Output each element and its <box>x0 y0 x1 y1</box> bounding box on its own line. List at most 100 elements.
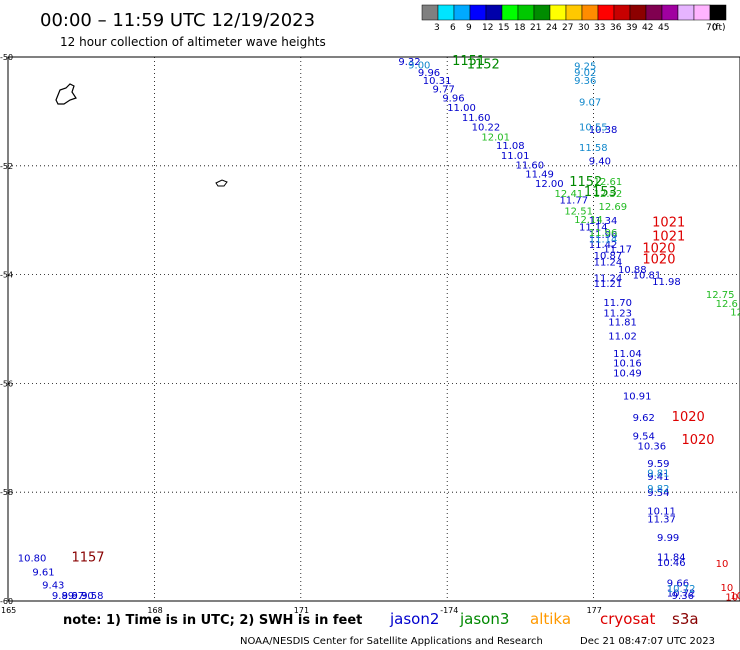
wave-height-label: 9.02 <box>574 68 596 79</box>
wave-height-label: 11.21 <box>594 279 623 290</box>
island-shapes <box>55 83 228 187</box>
wave-height-label: 11.04 <box>613 349 642 360</box>
colorbar-tick-label: 45 <box>658 23 669 33</box>
wave-height-label: 11.23 <box>603 309 632 320</box>
grid <box>8 57 740 601</box>
legend-cryosat: cryosat <box>600 610 655 628</box>
wave-height-label: 9.54 <box>647 488 669 499</box>
wave-height-label: 9.66 <box>667 579 689 590</box>
wave-height-label: 9.58 <box>81 591 103 602</box>
footer: note: 1) Time is in UTC; 2) SWH is in fe… <box>63 610 715 647</box>
colorbar-tick-label: 21 <box>530 23 541 33</box>
wave-height-label: 1020 <box>681 433 714 448</box>
wave-height-label: 10.72 <box>667 584 696 595</box>
colorbar-tick-label: 30 <box>578 23 590 33</box>
axis-ticks: 165 168 171 -174 177 -50 -52 -54 -56 -58 -60 <box>0 53 602 615</box>
wave-height-label: 11.02 <box>608 332 637 343</box>
colorbar-swatch <box>565 4 583 21</box>
footer-note: note: 1) Time is in UTC; 2) SWH is in fe… <box>63 613 362 628</box>
wave-height-label: 9.41 <box>647 472 669 483</box>
colorbar-tick-label: 42 <box>642 23 653 33</box>
wave-height-label: 11.17 <box>603 244 632 255</box>
colorbar-swatch <box>437 4 455 21</box>
wave-height-label: 9.43 <box>42 581 64 592</box>
colorbar-swatch <box>581 4 599 21</box>
wave-height-label: 11.70 <box>603 298 632 309</box>
wave-height-label: 9.96 <box>442 93 464 104</box>
y-tick-label: -50 <box>0 53 13 62</box>
wave-height-label: 11.00 <box>447 103 476 114</box>
wave-height-label: 9.89 <box>52 591 74 602</box>
footer-timestamp: Dec 21 08:47:07 UTC 2023 <box>580 636 715 647</box>
wave-height-label: 1157 <box>71 550 104 565</box>
colorbar-swatch <box>421 4 439 21</box>
wave-height-label: 1151 <box>452 54 485 69</box>
colorbar-swatch <box>501 4 519 21</box>
colorbar-swatch <box>597 4 615 21</box>
wave-height-label: 10.11 <box>647 507 676 518</box>
wave-height-label: 10.38 <box>589 125 618 136</box>
colorbar-swatch <box>549 4 567 21</box>
wave-height-label: 9.54 <box>633 432 655 443</box>
x-tick-label: 177 <box>587 606 602 615</box>
wave-height-label: 9.81 <box>647 469 669 480</box>
wave-height-label: 9.40 <box>589 156 611 167</box>
wave-height-label: 11.98 <box>652 277 681 288</box>
wave-height-label: 10.49 <box>613 369 642 380</box>
wave-height-label: 12.14 <box>574 215 603 226</box>
wave-height-label: 11.84 <box>657 552 686 563</box>
island-auckland-icon <box>55 83 77 105</box>
wave-height-label: 1021 <box>652 230 685 245</box>
y-tick-label: -60 <box>0 597 13 606</box>
wave-height-label: 12.61 <box>594 177 623 188</box>
colorbar-swatch <box>469 4 487 21</box>
colorbar-tick-label: 33 <box>594 23 605 33</box>
x-tick-label: 168 <box>147 606 162 615</box>
wave-height-label: 1152 <box>569 175 602 190</box>
wave-height-label: 11.01 <box>501 151 530 162</box>
colorbar-swatch <box>709 4 727 21</box>
wave-height-label: 11.42 <box>589 240 618 251</box>
wave-height-label: 11.34 <box>589 216 618 227</box>
wave-height-label: 11.49 <box>525 169 554 180</box>
wave-height-label: 1020 <box>642 241 675 256</box>
colorbar-swatch <box>677 4 695 21</box>
wave-height-label: 12.01 <box>481 132 510 143</box>
colorbar-tick-label: 6 <box>450 23 456 33</box>
wave-height-label: 10 <box>725 593 738 604</box>
wave-height-label: 10.88 <box>618 265 647 276</box>
wave-height-label: 1021 <box>652 215 685 230</box>
colorbar: 3 6 9 12 15 18 21 24 27 30 33 36 39 42 45 70 <box>421 4 727 33</box>
colorbar-swatch <box>629 4 647 21</box>
colorbar-unit: (ft) <box>712 23 726 33</box>
wave-height-label: 11.81 <box>608 317 637 328</box>
colorbar-tick-label: 24 <box>546 23 558 33</box>
wave-height-label: 10 <box>716 559 729 570</box>
wave-height-label: 12.69 <box>598 202 627 213</box>
wave-height-label: 10.31 <box>423 76 452 87</box>
wave-height-label: 12.51 <box>564 206 593 217</box>
wave-height-label: 11.37 <box>647 514 676 525</box>
wave-height-label: 9.82 <box>647 484 669 495</box>
wave-height-label: 9.67 <box>62 591 84 602</box>
wave-height-label: 12.52 <box>594 189 623 200</box>
wave-height-label: 9.00 <box>408 61 430 72</box>
colorbar-tick-label: 18 <box>514 23 526 33</box>
wave-height-label: 1020 <box>672 410 705 425</box>
colorbar-tick-label: 36 <box>610 23 622 33</box>
wave-height-label: 1152 <box>467 58 500 73</box>
legend-jason3: jason3 <box>459 610 509 628</box>
wave-height-label: 9.36 <box>574 76 596 87</box>
colorbar-tick-label: 70 <box>706 23 718 33</box>
wave-height-label: 9.61 <box>32 568 54 579</box>
wave-height-label: 11.14 <box>579 223 608 234</box>
wave-height-label: 10.80 <box>18 553 47 564</box>
wave-height-label: 10.22 <box>472 123 501 134</box>
wave-height-label: 10.81 <box>633 271 662 282</box>
x-tick-label: -174 <box>440 606 458 615</box>
data-points: 9.329.9610.319.779.9611.0011.6010.2211.0… <box>18 54 740 604</box>
y-tick-label: -54 <box>0 271 13 280</box>
y-tick-label: -58 <box>0 488 13 497</box>
wave-height-label: 10.87 <box>594 251 623 262</box>
